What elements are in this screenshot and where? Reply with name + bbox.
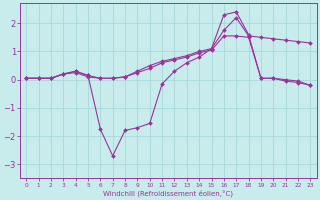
X-axis label: Windchill (Refroidissement éolien,°C): Windchill (Refroidissement éolien,°C) bbox=[103, 189, 233, 197]
